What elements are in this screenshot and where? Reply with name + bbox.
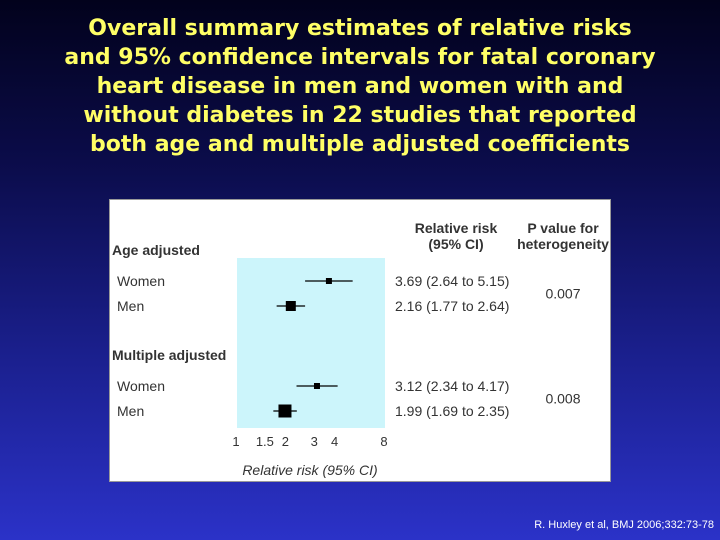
x-tick-label: 3 — [311, 434, 318, 449]
forest-plot: Relative risk(95% CI) P value forheteroge… — [112, 220, 609, 478]
rr-value-text: 2.16 (1.77 to 2.64) — [395, 298, 509, 314]
x-tick-label: 8 — [380, 434, 387, 449]
x-tick-label: 2 — [282, 434, 289, 449]
p-value-text: 0.008 — [545, 391, 580, 407]
rr-value-text: 3.12 (2.34 to 4.17) — [395, 378, 509, 394]
x-tick-label: 4 — [331, 434, 338, 449]
column-header-relative-risk: Relative risk — [415, 220, 498, 236]
x-axis-label: Relative risk (95% CI) — [242, 462, 377, 478]
estimate-marker — [313, 383, 320, 389]
citation: R. Huxley et al, BMJ 2006;332:73-78 — [534, 519, 714, 531]
group-label: Multiple adjusted — [112, 347, 226, 363]
slide-title: Overall summary estimates of relative ri… — [64, 16, 656, 157]
estimate-marker — [285, 301, 296, 311]
estimate-marker — [325, 278, 332, 284]
estimate-marker — [278, 404, 292, 418]
column-header-p-value: P value for — [527, 220, 599, 236]
rr-value-text: 1.99 (1.69 to 2.35) — [395, 403, 509, 419]
row-label: Men — [117, 298, 144, 314]
rr-value-text: 3.69 (2.64 to 5.15) — [395, 273, 509, 289]
x-tick-label: 1 — [232, 434, 239, 449]
row-label: Men — [117, 403, 144, 419]
row-label: Women — [117, 378, 165, 394]
group-label: Age adjusted — [112, 242, 200, 258]
column-header-relative-risk: (95% CI) — [428, 236, 483, 252]
p-value-text: 0.007 — [545, 286, 580, 302]
plot-area-background — [237, 258, 385, 428]
row-label: Women — [117, 273, 165, 289]
x-tick-label: 1.5 — [256, 434, 274, 449]
column-header-p-value: heterogeneity — [517, 236, 609, 252]
forest-plot-figure: Relative risk (95% CI) P value for heteroge… — [109, 199, 611, 482]
